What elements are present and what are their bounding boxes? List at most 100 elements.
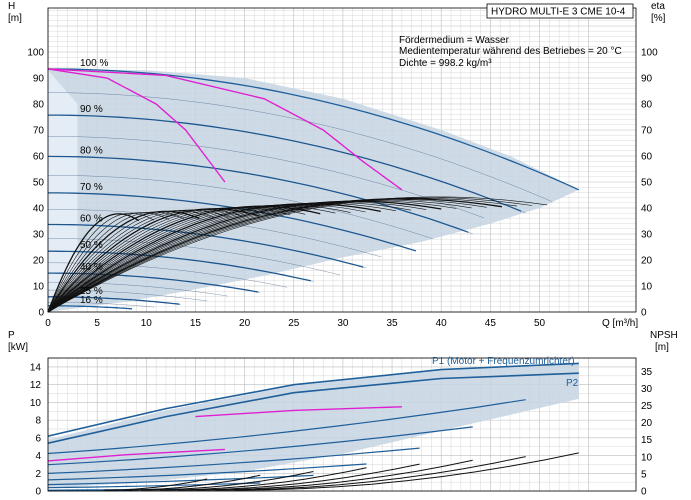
top-ytick-left: 30 (33, 230, 45, 241)
bottom-ytick-left: 0 (35, 487, 41, 498)
speed-label-80: 80 % (80, 145, 103, 156)
power-limit-curves (47, 406, 402, 462)
bottom-ytick-right: 5 (641, 469, 647, 480)
power-series-p2 (47, 372, 579, 444)
top-yunit-left: [m] (8, 13, 22, 24)
power-curve-50 (47, 474, 314, 486)
top-ylabel-left: H (8, 1, 15, 12)
speed-curve-thin (47, 114, 526, 214)
efficiency-curve (47, 200, 457, 313)
bottom-yunit-right: [m] (655, 342, 669, 353)
efficiency-curves (47, 196, 548, 313)
bottom-ytick-right: 25 (641, 401, 653, 412)
efficiency-curve (47, 201, 427, 313)
bottom-ytick-left: 2 (35, 469, 41, 480)
speed-curve-16 (48, 305, 133, 310)
top-xtick: 25 (288, 318, 300, 329)
power-curve-60 (47, 463, 367, 481)
limit-curve-b (47, 68, 403, 191)
bottom-ylabel-right: NPSH (650, 330, 678, 341)
series-label-p2: P2 (566, 378, 579, 389)
top-xtick: 35 (386, 318, 398, 329)
top-ytick-left: 50 (33, 178, 45, 189)
top-ytick-left: 0 (38, 308, 44, 319)
info-line-medium: Fördermedium = Wasser (399, 35, 510, 46)
power-curve-90 (47, 399, 526, 455)
speed-label-50: 50 % (80, 240, 103, 251)
top-ytick-left: 100 (27, 48, 44, 59)
power-limit-b (195, 406, 402, 418)
speed-label-90: 90 % (80, 104, 103, 115)
top-ytick-right: 100 (641, 48, 658, 59)
power-curve-70 (47, 447, 420, 474)
speed-curve-thin (47, 92, 553, 202)
top-plot-frame (47, 7, 637, 313)
speed-curve-thin (47, 136, 485, 219)
efficiency-curve (47, 207, 275, 313)
npsh-curve (215, 456, 526, 491)
top-ytick-left: 90 (33, 74, 45, 85)
top-xtick: 15 (190, 318, 202, 329)
efficiency-curve (47, 196, 548, 313)
limit-curve-a (47, 68, 226, 183)
efficiency-curve (47, 197, 533, 313)
top-yunit-right: [%] (651, 13, 666, 24)
power-curve-80 (47, 426, 473, 466)
power-series-p1 (47, 362, 579, 437)
top-ytick-left: 40 (33, 204, 45, 215)
top-ytick-right: 60 (641, 152, 653, 163)
bottom-ytick-left: 12 (30, 380, 42, 391)
efficiency-curve (47, 199, 472, 313)
efficiency-curve (47, 212, 155, 313)
power-limit-a (47, 448, 225, 462)
speed-label-70: 70 % (80, 182, 103, 193)
bottom-ylabel-left: P (8, 330, 15, 341)
power-curves (47, 362, 579, 492)
info-line-density: Dichte = 998.2 kg/m³ (399, 58, 492, 69)
npsh-curve (103, 478, 208, 491)
power-curve-40 (47, 482, 261, 489)
bottom-plot-frame (47, 357, 637, 492)
top-ytick-right: 40 (641, 204, 653, 215)
efficiency-curve (47, 200, 442, 313)
top-xtick: 30 (337, 318, 349, 329)
bottom-ytick-right: 0 (641, 487, 647, 498)
top-ytick-left: 20 (33, 256, 45, 267)
power-envelope-area (48, 364, 579, 489)
bottom-yunit-left: [kW] (8, 342, 28, 353)
limit-curves (47, 68, 403, 191)
npsh-curve (159, 467, 367, 491)
efficiency-curve (47, 202, 412, 313)
envelope-area (48, 68, 579, 313)
top-xtick: 40 (436, 318, 448, 329)
title-box-text: HYDRO MULTI-E 3 CME 10-4 (491, 7, 626, 18)
efficiency-curve (47, 199, 487, 313)
top-ytick-right: 0 (641, 308, 647, 319)
series-label-p1: P1 (Motor + Frequenzumrichter) (432, 356, 575, 367)
top-xtick: 20 (239, 318, 251, 329)
top-ytick-left: 70 (33, 126, 45, 137)
top-xtick: 45 (485, 318, 497, 329)
top-ytick-left: 60 (33, 152, 45, 163)
speed-curve-thin (48, 238, 341, 276)
npsh-curves (103, 452, 579, 491)
bottom-panel: 0 2 4 6 8 10 12 14 0 5 10 15 20 25 30 35 P [kW] NPSH [m… (8, 330, 678, 498)
top-ytick-right: 80 (641, 100, 653, 111)
top-ytick-right: 20 (641, 256, 653, 267)
top-ytick-left: 10 (33, 282, 45, 293)
top-xtick: 0 (45, 318, 51, 329)
speed-label-25: 25 % (80, 286, 103, 297)
bottom-ytick-left: 4 (35, 451, 41, 462)
top-ytick-right: 50 (641, 178, 653, 189)
speed-curve-thin (48, 192, 408, 249)
bottom-ytick-left: 14 (30, 362, 42, 373)
top-ylabel-right: eta (651, 1, 665, 12)
efficiency-curve (47, 210, 200, 313)
power-envelope (48, 364, 579, 489)
speed-curve-thin (48, 281, 228, 297)
top-ytick-right: 30 (641, 230, 653, 241)
top-xtick: 10 (141, 318, 153, 329)
speed-curve-100 (47, 68, 580, 191)
npsh-curve (196, 459, 473, 491)
